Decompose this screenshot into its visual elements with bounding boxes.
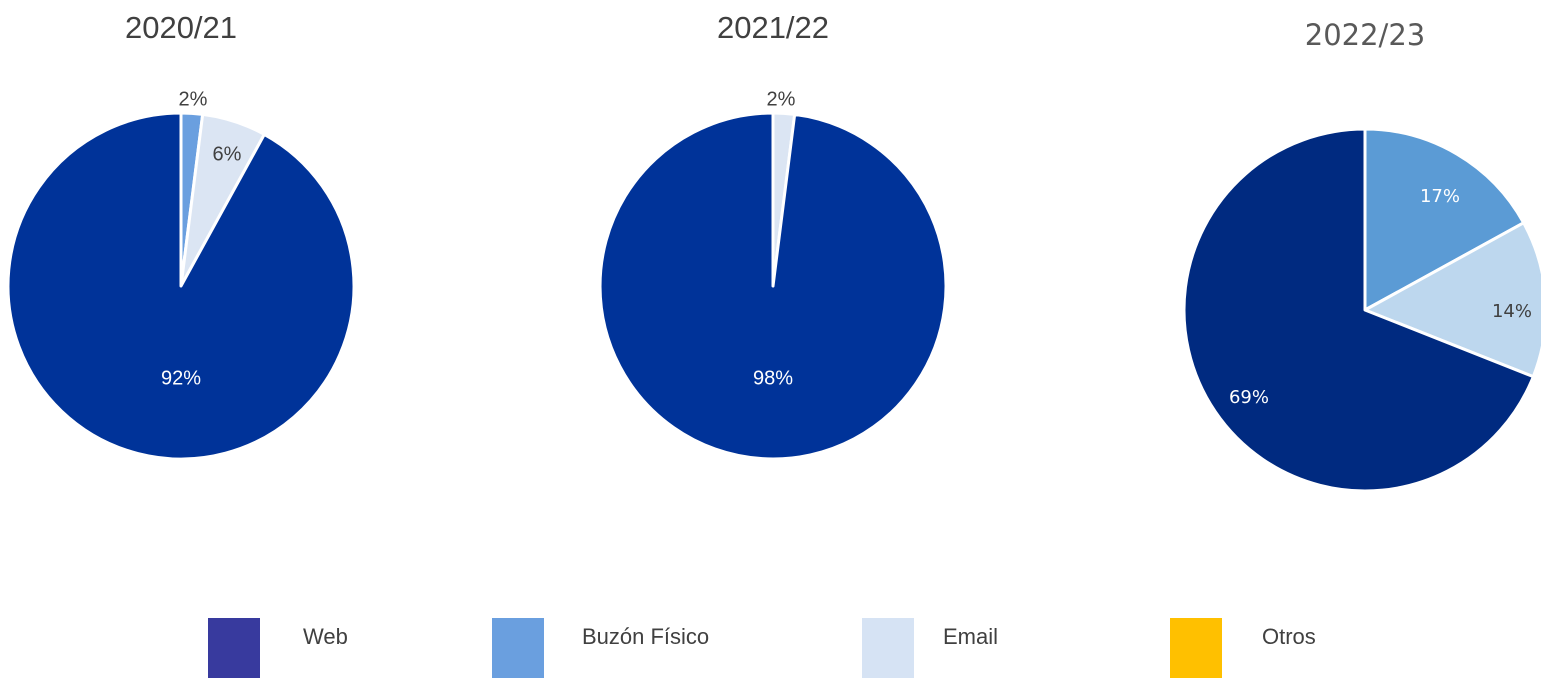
legend-item-web: Web: [208, 618, 348, 678]
pie-title-2021-22: 2021/22: [717, 10, 829, 45]
legend-label-buzon-fisico: Buzón Físico: [582, 624, 709, 649]
legend-swatch-web: [208, 618, 260, 678]
pie-chart-2020-21: 2020/21 2% 6% 92%: [6, 10, 356, 461]
legend-item-email: Email: [862, 618, 998, 678]
legend: Web Buzón Físico Email Otros: [208, 618, 1316, 678]
legend-swatch-otros: [1170, 618, 1222, 678]
legend-swatch-buzon-fisico: [492, 618, 544, 678]
pie-slice-email: [1363, 221, 1541, 379]
legend-item-otros: Otros: [1170, 618, 1316, 678]
legend-label-email: Email: [943, 624, 998, 649]
data-label-web: 98%: [753, 367, 793, 389]
pie-slice-web: [598, 111, 948, 461]
legend-item-buzon-fisico: Buzón Físico: [492, 618, 709, 678]
pie-slice-web: [6, 111, 356, 461]
pie-title-2022-23: 2022/23: [1305, 18, 1425, 52]
pie-chart-2022-23: 2022/23 17% 14% 69%: [1182, 18, 1541, 493]
pie-chart-2021-22: 2021/22 2% 98%: [598, 10, 948, 461]
legend-swatch-email: [862, 618, 914, 678]
data-label-web: 92%: [161, 367, 201, 389]
data-label-email: 14%: [1492, 301, 1532, 322]
pie-slice-buzon-fisico: [1363, 127, 1526, 312]
data-label-buzon-fisico: 2%: [179, 88, 208, 110]
legend-label-otros: Otros: [1262, 624, 1316, 649]
data-label-buzon-fisico: 17%: [1420, 186, 1460, 207]
data-label-email: 6%: [213, 143, 242, 165]
data-label-web: 69%: [1229, 387, 1269, 408]
data-label-email: 2%: [767, 88, 796, 110]
pie-slice-web: [1182, 127, 1535, 493]
legend-label-web: Web: [303, 624, 348, 649]
pie-title-2020-21: 2020/21: [125, 10, 237, 45]
